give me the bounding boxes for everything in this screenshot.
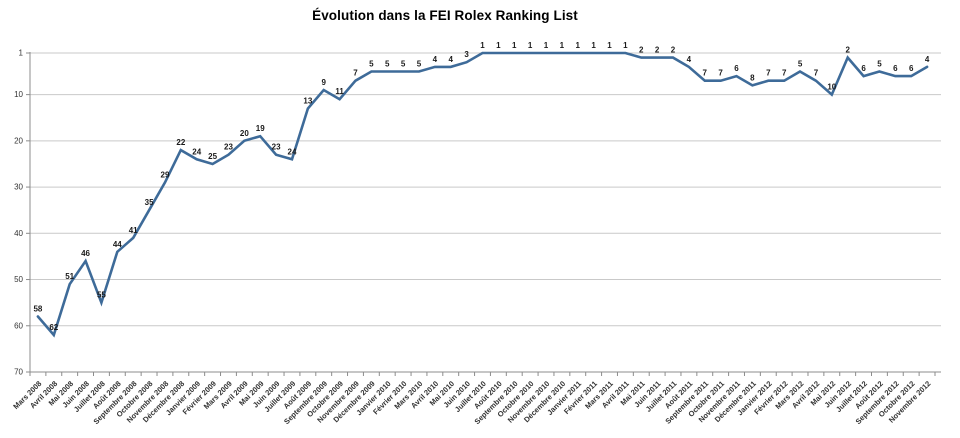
- data-label: 1: [623, 41, 628, 50]
- series-line: [36, 51, 929, 338]
- data-label: 41: [129, 226, 138, 235]
- data-label: 7: [814, 69, 819, 78]
- data-label: 5: [369, 59, 374, 68]
- data-label: 6: [909, 64, 914, 73]
- data-label: 23: [272, 143, 281, 152]
- y-axis-label: 30: [14, 183, 23, 192]
- data-label: 23: [224, 143, 233, 152]
- data-label: 4: [687, 55, 692, 64]
- data-label: 5: [417, 59, 422, 68]
- data-label: 1: [576, 41, 581, 50]
- data-label: 1: [544, 41, 549, 50]
- data-label: 24: [192, 147, 201, 156]
- data-label: 7: [718, 69, 723, 78]
- data-label: 2: [655, 46, 660, 55]
- y-axis-label: 70: [14, 368, 23, 377]
- data-label: 29: [161, 170, 170, 179]
- data-label: 1: [512, 41, 517, 50]
- data-label: 2: [845, 46, 850, 55]
- data-label: 13: [303, 96, 312, 105]
- data-label: 44: [113, 240, 122, 249]
- data-label: 4: [925, 55, 930, 64]
- y-axis-label: 10: [14, 90, 23, 99]
- data-label: 51: [65, 272, 74, 281]
- data-label: 9: [322, 78, 327, 87]
- data-label: 55: [97, 291, 106, 300]
- y-axis-label: 40: [14, 229, 23, 238]
- data-label: 1: [496, 41, 501, 50]
- data-label: 5: [401, 59, 406, 68]
- data-label: 5: [877, 59, 882, 68]
- data-label: 5: [385, 59, 390, 68]
- data-label: 25: [208, 152, 217, 161]
- data-label: 46: [81, 249, 90, 258]
- data-label: 19: [256, 124, 265, 133]
- data-label: 1: [480, 41, 485, 50]
- y-axis-label: 50: [14, 275, 23, 284]
- data-label: 5: [798, 59, 803, 68]
- data-label: 3: [464, 50, 469, 59]
- data-label: 58: [33, 305, 42, 314]
- data-label: 6: [861, 64, 866, 73]
- data-label: 7: [782, 69, 787, 78]
- data-label: 10: [827, 83, 836, 92]
- y-axis-label: 1: [19, 49, 24, 58]
- data-label: 1: [607, 41, 612, 50]
- data-label: 24: [288, 147, 297, 156]
- data-label: 1: [591, 41, 596, 50]
- y-axis-label: 60: [14, 321, 23, 330]
- data-label: 4: [449, 55, 454, 64]
- data-label: 2: [671, 46, 676, 55]
- data-label: 4: [433, 55, 438, 64]
- data-label: 1: [560, 41, 565, 50]
- data-label: 6: [893, 64, 898, 73]
- data-label: 22: [176, 138, 185, 147]
- data-label: 6: [734, 64, 739, 73]
- data-label: 7: [703, 69, 708, 78]
- data-label: 8: [750, 73, 755, 82]
- data-label: 7: [353, 69, 358, 78]
- data-label: 1: [528, 41, 533, 50]
- data-label: 11: [335, 87, 344, 96]
- data-label: 7: [766, 69, 771, 78]
- data-label: 20: [240, 129, 249, 138]
- chart-title: Évolution dans la FEI Rolex Ranking List: [312, 8, 578, 23]
- y-axis-label: 20: [14, 136, 23, 145]
- data-label: 2: [639, 46, 644, 55]
- data-label: 35: [145, 198, 154, 207]
- data-label: 62: [49, 323, 58, 332]
